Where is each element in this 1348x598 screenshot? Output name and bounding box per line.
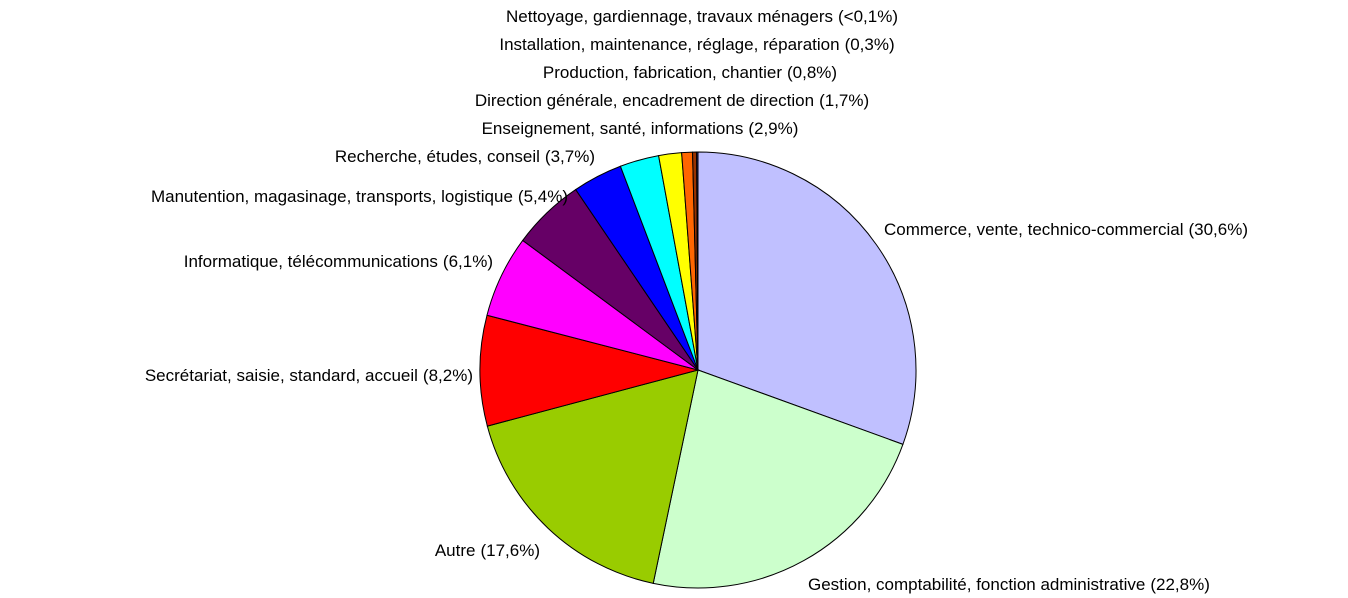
- slice-label: Commerce, vente, technico-commercial (30,…: [884, 220, 1248, 239]
- value-label: (17,6%): [480, 541, 540, 560]
- category-name: Recherche, études, conseil: [335, 147, 540, 166]
- value-label: (0,8%): [787, 63, 837, 82]
- value-label: (30,6%): [1188, 220, 1248, 239]
- category-name: Commerce, vente, technico-commercial: [884, 220, 1183, 239]
- value-label: (3,7%): [545, 147, 595, 166]
- value-label: (22,8%): [1150, 575, 1210, 594]
- category-name: Nettoyage, gardiennage, travaux ménagers: [506, 7, 833, 26]
- pie-slice: [697, 151, 917, 445]
- category-name: Manutention, magasinage, transports, log…: [151, 187, 513, 206]
- slice-label: Enseignement, santé, informations (2,9%): [482, 119, 799, 138]
- pie-slice: [486, 369, 699, 584]
- category-name: Installation, maintenance, réglage, répa…: [499, 35, 839, 54]
- value-label: (6,1%): [443, 252, 493, 271]
- value-label: (0,3%): [845, 35, 895, 54]
- category-name: Enseignement, santé, informations: [482, 119, 744, 138]
- value-label: (2,9%): [748, 119, 798, 138]
- slice-label: Autre (17,6%): [435, 541, 540, 560]
- slice-label: Installation, maintenance, réglage, répa…: [499, 35, 894, 54]
- value-label: (5,4%): [518, 187, 568, 206]
- value-label: (1,7%): [819, 91, 869, 110]
- pie-slice: [479, 314, 700, 427]
- slice-label: Informatique, télécommunications (6,1%): [184, 252, 493, 271]
- value-label: (8,2%): [423, 366, 473, 385]
- category-name: Autre: [435, 541, 476, 560]
- pie-slice: [696, 151, 699, 371]
- category-name: Production, fabrication, chantier: [543, 63, 782, 82]
- slice-label: Gestion, comptabilité, fonction administ…: [808, 575, 1210, 594]
- slice-label: Recherche, études, conseil (3,7%): [335, 147, 595, 166]
- category-name: Gestion, comptabilité, fonction administ…: [808, 575, 1145, 594]
- category-name: Informatique, télécommunications: [184, 252, 438, 271]
- slice-label: Production, fabrication, chantier (0,8%): [543, 63, 837, 82]
- value-label: (<0,1%): [838, 7, 898, 26]
- category-name: Secrétariat, saisie, standard, accueil: [145, 366, 418, 385]
- slice-label: Manutention, magasinage, transports, log…: [151, 187, 568, 206]
- slice-label: Secrétariat, saisie, standard, accueil (8…: [145, 366, 473, 385]
- category-name: Direction générale, encadrement de direc…: [475, 91, 814, 110]
- slice-label: Direction générale, encadrement de direc…: [475, 91, 869, 110]
- slice-label: Nettoyage, gardiennage, travaux ménagers…: [506, 7, 898, 26]
- pie-slice: [652, 369, 904, 589]
